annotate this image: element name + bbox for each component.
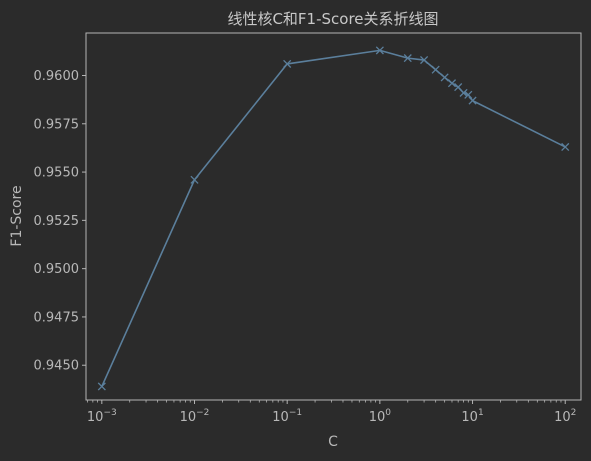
data-point-marker [447,79,457,88]
data-point-marker [97,382,106,391]
chart-title: 线性核C和F1-Score关系折线图 [227,10,438,28]
data-point-marker [440,73,449,82]
y-tick-label: 0.9550 [34,166,80,181]
x-tick-label: 10−3 [87,408,117,425]
data-point-marker [190,175,199,184]
data-point-marker [468,96,477,105]
x-tick-label: 101 [461,408,483,425]
series-line-group [97,46,570,391]
x-tick-label: 10−2 [180,408,210,425]
data-point-marker [561,142,570,152]
y-tick-label: 0.9525 [34,214,80,229]
data-point-marker [403,54,412,63]
series-line [101,49,566,387]
data-point-marker [431,65,440,74]
y-tick-label: 0.9500 [34,262,80,277]
y-tick-label: 0.9600 [34,69,80,84]
y-tick-label: 0.9450 [34,359,80,374]
y-tick-label: 0.9475 [34,310,80,325]
data-point-marker [420,55,429,65]
x-tick-label: 10−1 [272,408,302,425]
data-point-marker [283,59,292,68]
x-tick-label: 100 [369,408,392,425]
x-axis-label: C [328,434,338,450]
x-tick-label: 102 [554,408,576,425]
data-point-marker [375,46,384,55]
y-tick-label: 0.9575 [34,117,80,132]
y-axis: 0.9450 0.9475 0.9500 0.9525 0.9550 0.9575 0.96… [34,69,86,374]
y-axis-label: F1-Score [9,185,25,246]
data-point-marker [464,90,473,99]
plot-area [85,32,582,401]
x-axis: 10−3 10−2 10−1 100 101 102 [87,400,576,425]
data-point-marker [459,88,468,97]
